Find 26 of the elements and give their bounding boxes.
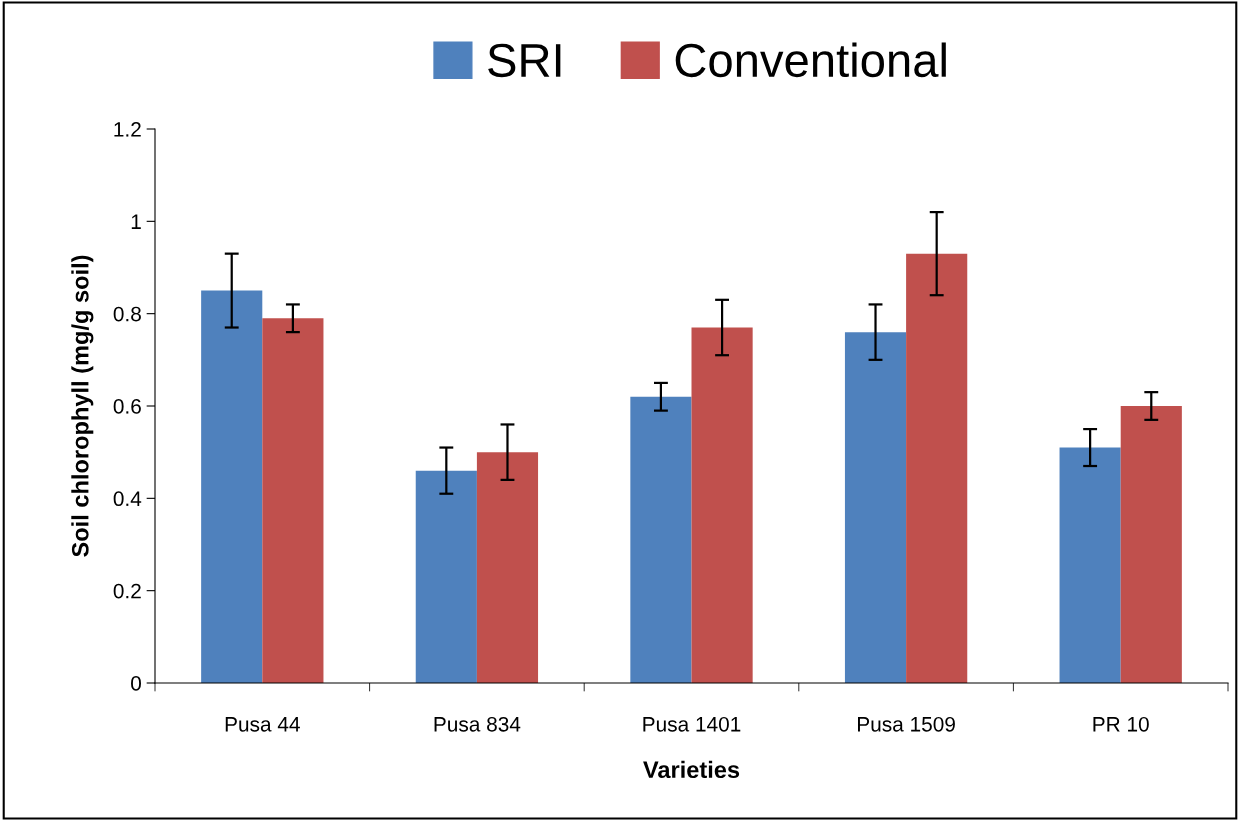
legend-label: SRI [488, 43, 561, 78]
bar [906, 253, 968, 683]
y-tick-label: 0.6 [113, 399, 141, 414]
y-tick-label: 0.8 [113, 306, 141, 322]
y-tick-label: 0.4 [113, 491, 142, 507]
y-tick-label: 0.2 [113, 583, 141, 599]
legend-label: Conventional [675, 42, 946, 78]
y-tick-label: 0 [131, 676, 141, 691]
bar [476, 452, 539, 683]
y-tick-label: 1.2 [114, 122, 141, 137]
bar [630, 396, 692, 683]
x-tick-label: Pusa 44 [225, 717, 300, 732]
y-tick-label: 1 [131, 214, 141, 229]
bar [691, 327, 753, 683]
x-tick-label: Pusa 1509 [858, 716, 955, 732]
bar [844, 332, 907, 683]
bar [415, 470, 477, 683]
bar [201, 290, 263, 683]
bar [262, 318, 324, 683]
bar [1120, 406, 1182, 683]
x-tick-label: PR 10 [1093, 716, 1149, 732]
x-axis-title: Varieties [643, 760, 740, 779]
y-axis-title: Soil chlorophyll (mg/g soil) [71, 255, 94, 557]
x-tick-label: Pusa 1401 [643, 716, 741, 732]
bar [1059, 447, 1121, 683]
x-tick-label: Pusa 834 [434, 716, 521, 732]
